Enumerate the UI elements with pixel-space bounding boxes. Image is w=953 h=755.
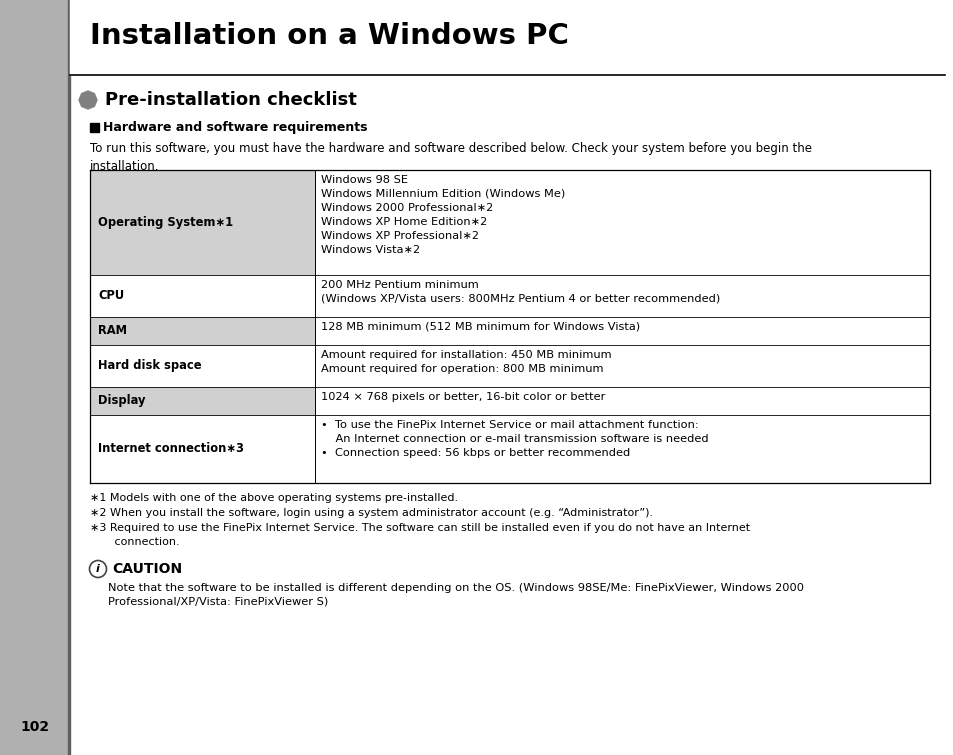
Bar xyxy=(90,275,314,317)
Bar xyxy=(314,415,929,483)
Text: Pre-installation checklist: Pre-installation checklist xyxy=(105,91,356,109)
Bar xyxy=(70,0,953,75)
Text: CPU: CPU xyxy=(98,289,124,303)
Polygon shape xyxy=(79,91,97,109)
Bar xyxy=(90,345,314,387)
Text: Windows 98 SE
Windows Millennium Edition (Windows Me)
Windows 2000 Professional∗: Windows 98 SE Windows Millennium Edition… xyxy=(320,175,565,255)
Bar xyxy=(90,387,314,415)
Text: ∗3 Required to use the FinePix Internet Service. The software can still be insta: ∗3 Required to use the FinePix Internet … xyxy=(90,523,749,547)
Text: Note that the software to be installed is different depending on the OS. (Window: Note that the software to be installed i… xyxy=(108,583,803,607)
Text: •  To use the FinePix Internet Service or mail attachment function:
    An Inter: • To use the FinePix Internet Service or… xyxy=(320,420,708,458)
Text: CAUTION: CAUTION xyxy=(112,562,182,576)
Text: Hardware and software requirements: Hardware and software requirements xyxy=(103,121,367,134)
Bar xyxy=(90,170,314,275)
Bar xyxy=(90,122,99,131)
Text: Internet connection∗3: Internet connection∗3 xyxy=(98,442,244,455)
Text: Amount required for installation: 450 MB minimum
Amount required for operation: : Amount required for installation: 450 MB… xyxy=(320,350,611,374)
Bar xyxy=(314,170,929,275)
Text: ∗1 Models with one of the above operating systems pre-installed.: ∗1 Models with one of the above operatin… xyxy=(90,493,457,503)
Text: 200 MHz Pentium minimum
(Windows XP/Vista users: 800MHz Pentium 4 or better reco: 200 MHz Pentium minimum (Windows XP/Vist… xyxy=(320,280,720,304)
Text: 102: 102 xyxy=(20,720,50,734)
Bar xyxy=(68,0,70,755)
Bar xyxy=(90,317,314,345)
Bar xyxy=(0,0,68,755)
Bar xyxy=(314,345,929,387)
Bar xyxy=(314,275,929,317)
Text: i: i xyxy=(96,564,100,574)
Bar xyxy=(314,317,929,345)
Text: Installation on a Windows PC: Installation on a Windows PC xyxy=(90,21,568,50)
Text: RAM: RAM xyxy=(98,325,127,337)
Text: To run this software, you must have the hardware and software described below. C: To run this software, you must have the … xyxy=(90,142,811,174)
Circle shape xyxy=(90,560,107,578)
Text: Display: Display xyxy=(98,395,146,408)
Bar xyxy=(314,387,929,415)
Text: 128 MB minimum (512 MB minimum for Windows Vista): 128 MB minimum (512 MB minimum for Windo… xyxy=(320,322,639,332)
Text: Hard disk space: Hard disk space xyxy=(98,359,201,372)
Bar xyxy=(90,415,314,483)
Text: Operating System∗1: Operating System∗1 xyxy=(98,216,233,229)
Text: ∗2 When you install the software, login using a system administrator account (e.: ∗2 When you install the software, login … xyxy=(90,508,653,518)
Text: 1024 × 768 pixels or better, 16-bit color or better: 1024 × 768 pixels or better, 16-bit colo… xyxy=(320,392,605,402)
